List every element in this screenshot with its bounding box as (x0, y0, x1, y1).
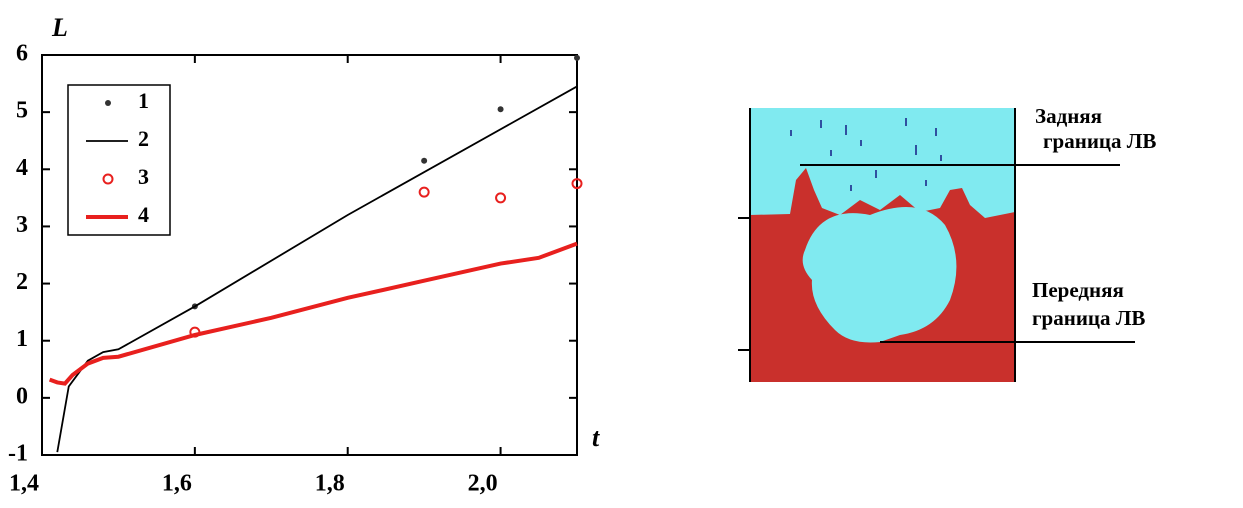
y-axis-label: L (51, 13, 68, 42)
series (189, 178, 583, 338)
point (105, 100, 111, 106)
y-tick-label: 5 (16, 98, 28, 124)
point (418, 186, 430, 198)
legend-label: 1 (138, 88, 149, 113)
y-tick-label: -1 (8, 441, 28, 467)
point (571, 178, 583, 190)
x-tick-label: 1,8 (315, 471, 345, 497)
particles (790, 118, 942, 191)
point (574, 54, 580, 61)
y-tick-label: 6 (16, 41, 28, 67)
cyan-cavity (802, 207, 957, 343)
x-tick-label: 1,4 (9, 471, 39, 497)
legend-item: 4 (86, 202, 149, 227)
x-axis-label: t (592, 423, 600, 452)
series (56, 85, 578, 453)
image-label: граница ЛВ (1043, 129, 1156, 153)
legend-label: 4 (138, 202, 149, 227)
simulation-image: Задняя граница ЛВ Передняя граница ЛВ (738, 104, 1156, 382)
y-tick-label: 2 (16, 269, 28, 295)
image-label: Передняя (1032, 278, 1124, 302)
plot-frame (41, 54, 578, 456)
point (102, 173, 114, 185)
image-label: Задняя (1035, 104, 1102, 128)
legend-label: 3 (138, 164, 149, 189)
legend-label: 2 (138, 126, 149, 151)
x-tick-label: 2,0 (468, 471, 498, 497)
x-tick-label: 1,6 (162, 471, 192, 497)
series-line (56, 85, 578, 453)
y-tick-label: 1 (16, 326, 28, 352)
series (191, 54, 580, 310)
legend-item: 1 (105, 88, 149, 113)
legend-item: 3 (102, 164, 149, 189)
point (497, 106, 504, 113)
point (421, 157, 428, 164)
y-tick-label: 4 (16, 155, 28, 181)
series-line (48, 241, 578, 386)
legend-item: 2 (86, 126, 149, 151)
image-label: граница ЛВ (1032, 306, 1145, 330)
series (48, 241, 578, 386)
y-tick-label: 3 (16, 212, 28, 238)
y-tick-label: 0 (16, 383, 28, 409)
point (495, 192, 507, 204)
legend-box (67, 84, 171, 236)
